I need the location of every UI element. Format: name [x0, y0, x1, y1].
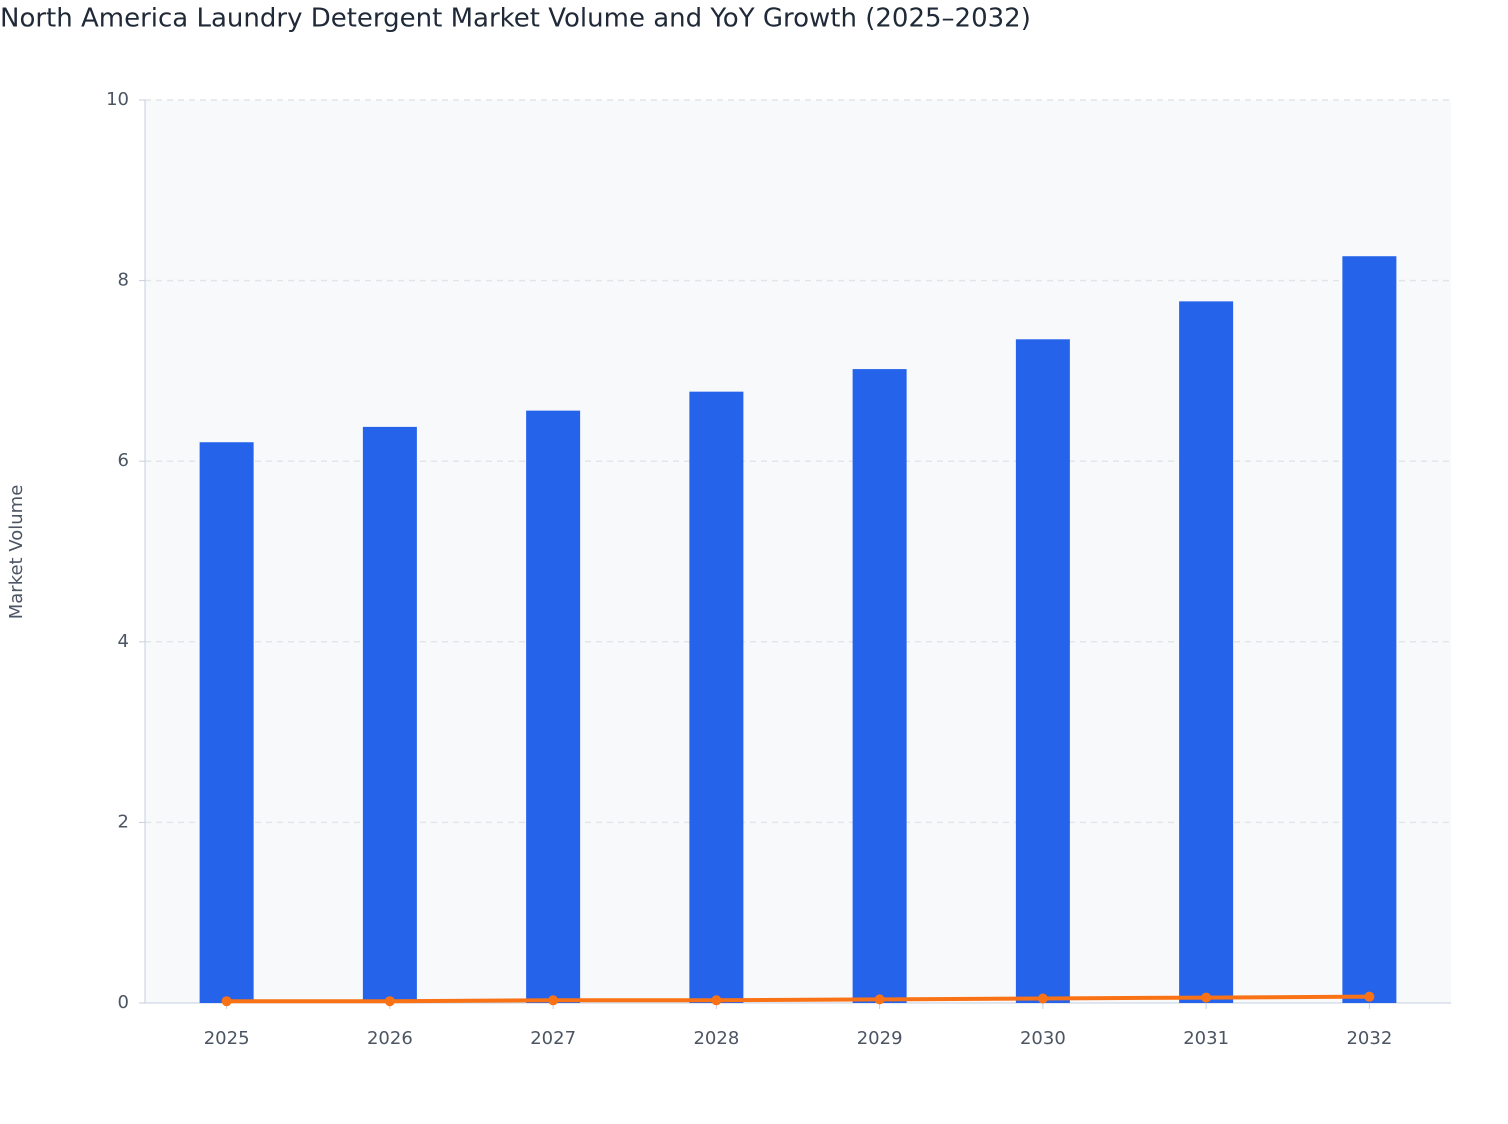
- x-tick-label: 2032: [1346, 1028, 1392, 1049]
- bar: [1342, 256, 1397, 1003]
- line: [226, 994, 1370, 1004]
- y-tick-label: 6: [118, 450, 129, 471]
- bar: [689, 391, 744, 1003]
- bar: [199, 442, 254, 1003]
- y-tick-label: 8: [118, 270, 129, 291]
- line-point: [1037, 993, 1048, 1004]
- y-tick-label: 10: [106, 89, 129, 110]
- bar: [1179, 301, 1234, 1003]
- bar: [526, 410, 581, 1004]
- bar: [1015, 339, 1070, 1003]
- chart-title: North America Laundry Detergent Market V…: [0, 4, 1031, 34]
- line-point: [874, 994, 885, 1005]
- line-point: [384, 996, 395, 1007]
- x-tick-label: 2027: [530, 1028, 576, 1049]
- bar: [362, 426, 417, 1003]
- line-point: [221, 996, 232, 1007]
- line-point: [711, 995, 722, 1006]
- x-tick-label: 2031: [1183, 1028, 1229, 1049]
- line-point: [1364, 991, 1375, 1002]
- x-tick-label: 2028: [693, 1028, 739, 1049]
- x-tick-label: 2025: [204, 1028, 250, 1049]
- bar: [852, 369, 907, 1003]
- x-tick-label: 2029: [857, 1028, 903, 1049]
- y-axis-label: Market Volume: [6, 485, 27, 620]
- line-point: [548, 995, 559, 1006]
- y-tick-label: 2: [118, 811, 129, 832]
- x-tick-label: 2026: [367, 1028, 413, 1049]
- x-tick-label: 2030: [1020, 1028, 1066, 1049]
- y-tick-label: 4: [118, 631, 129, 652]
- y-tick-label: 0: [118, 992, 129, 1013]
- line-point: [1201, 992, 1212, 1003]
- plot-area: [145, 100, 1451, 1003]
